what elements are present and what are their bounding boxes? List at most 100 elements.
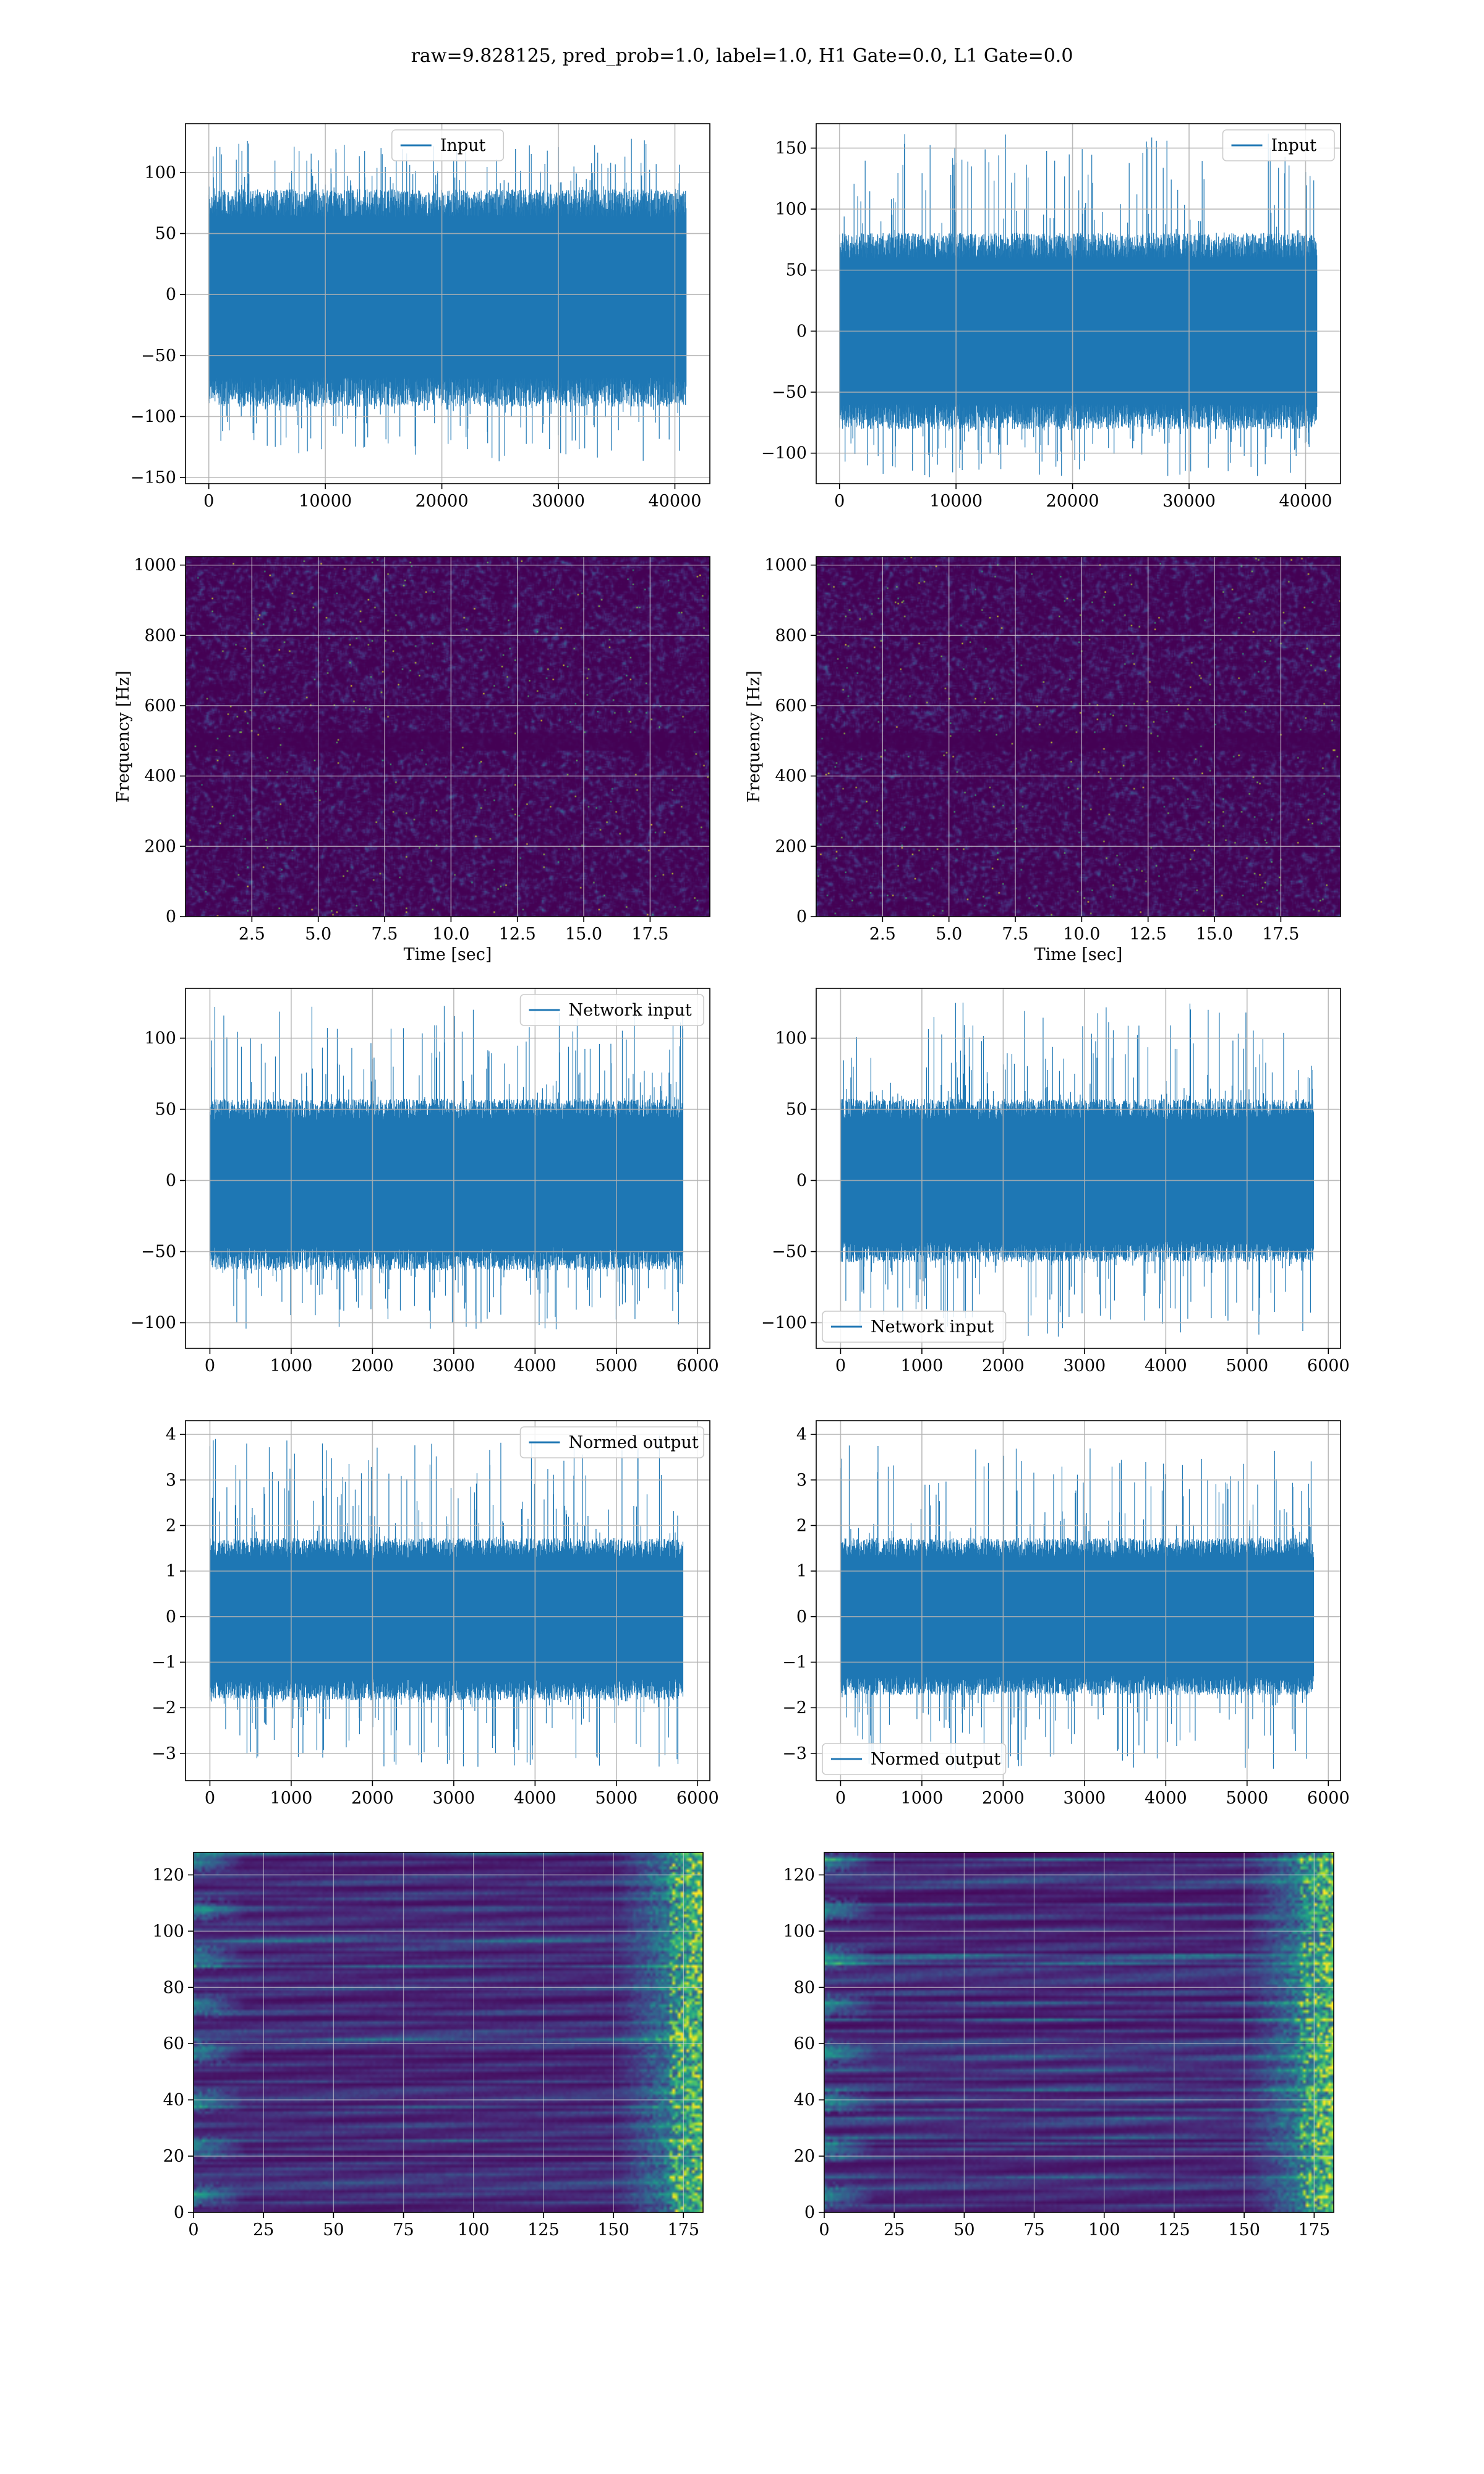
legend-label: Normed output <box>871 1750 1000 1769</box>
x-tick-label: 30000 <box>532 492 585 511</box>
y-tick-label: 50 <box>155 225 176 244</box>
x-tick-label: 1000 <box>901 1789 944 1808</box>
y-tick-label: 50 <box>155 1100 176 1119</box>
panel-row3-right: 0 1000 2000 3000 4000 5000 6000 −100 −50 0 50 100 Ne… <box>761 988 1350 1376</box>
x-tick-label: 50 <box>323 2220 344 2240</box>
legend: Normed output <box>822 1743 1007 1775</box>
axes-frame <box>185 123 710 484</box>
y-tick-label: 80 <box>794 1978 815 1997</box>
waveform-line <box>816 988 1341 1348</box>
legend-box <box>1222 129 1335 161</box>
y-tick-label: −50 <box>141 1243 176 1262</box>
x-tick-label: 2000 <box>982 1356 1025 1376</box>
y-tick-label: 0 <box>174 2203 184 2222</box>
panel-row4-left: 0 1000 2000 3000 4000 5000 6000 −3 −2 −1 0 1 2 3 4 Norm… <box>151 1420 719 1808</box>
panel-row5-right: 0 25 50 75 100 125 150 175 0 20 40 60 80 100 120 <box>783 1852 1334 2240</box>
x-tick-label: 6000 <box>1307 1789 1350 1808</box>
legend-label: Input <box>440 136 486 155</box>
y-tick-label: −100 <box>761 444 807 463</box>
y-tick-label: 100 <box>144 163 176 182</box>
y-tick-label: 800 <box>775 626 807 645</box>
axes-frame <box>816 1420 1341 1781</box>
plot-area <box>816 988 1341 1348</box>
plot-area <box>816 1421 1341 1781</box>
axes-frame <box>816 988 1341 1349</box>
x-tick-label: 2.5 <box>869 925 896 944</box>
x-tick-label: 5000 <box>595 1789 638 1808</box>
x-axis-label: Time [sec] <box>404 945 492 964</box>
spectrogram-image <box>816 557 1341 917</box>
y-tick-label: 4 <box>796 1425 807 1444</box>
plot-area <box>186 124 710 484</box>
y-tick-label: −50 <box>772 1243 807 1262</box>
legend: Input <box>391 129 505 161</box>
y-tick-label: 40 <box>794 2091 815 2110</box>
y-tick-label: 20 <box>163 2147 184 2166</box>
x-tick-label: 17.5 <box>631 925 668 944</box>
y-tick-label: 2 <box>166 1516 176 1535</box>
y-tick-label: −3 <box>782 1744 807 1763</box>
x-tick-label: 2000 <box>982 1789 1025 1808</box>
x-tick-label: 125 <box>1158 2220 1190 2240</box>
x-tick-label: 1000 <box>901 1356 944 1376</box>
x-tick-label: 6000 <box>676 1356 719 1376</box>
waveform-line <box>186 1421 710 1781</box>
y-tick-label: 80 <box>163 1978 184 1997</box>
y-tick-label: 200 <box>144 837 176 856</box>
x-tick-label: 25 <box>884 2220 905 2240</box>
y-tick-label: 2 <box>796 1516 807 1535</box>
y-tick-label: 3 <box>166 1471 176 1490</box>
x-tick-label: 0 <box>205 1789 215 1808</box>
legend-box <box>822 1311 1007 1343</box>
y-tick-label: −2 <box>782 1698 807 1718</box>
x-tick-label: 1000 <box>270 1789 313 1808</box>
x-tick-label: 5000 <box>1226 1789 1268 1808</box>
y-tick-label: 400 <box>775 767 807 786</box>
y-tick-label: 200 <box>775 837 807 856</box>
feature-map-image <box>194 1852 703 2212</box>
x-tick-label: 75 <box>1023 2220 1044 2240</box>
x-tick-label: 3000 <box>1064 1789 1106 1808</box>
x-tick-label: 0 <box>188 2220 198 2240</box>
y-tick-label: 800 <box>144 626 176 645</box>
x-tick-label: 5.0 <box>936 925 962 944</box>
axes-frame <box>824 1852 1334 2213</box>
x-tick-label: 4000 <box>514 1789 556 1808</box>
legend-box <box>391 129 505 161</box>
x-tick-label: 4000 <box>1145 1356 1187 1376</box>
y-tick-label: 0 <box>166 907 176 927</box>
y-tick-label: 100 <box>775 200 807 219</box>
x-tick-label: 75 <box>393 2220 414 2240</box>
y-tick-label: 0 <box>166 285 176 304</box>
y-tick-label: 400 <box>144 767 176 786</box>
y-axis-label: Frequency [Hz] <box>114 670 133 802</box>
y-tick-label: 50 <box>786 1100 807 1119</box>
y-tick-label: 3 <box>796 1471 807 1490</box>
waveform-line <box>186 988 710 1348</box>
y-tick-label: −100 <box>130 1314 176 1333</box>
x-tick-label: 100 <box>458 2220 490 2240</box>
axes-frame <box>185 1420 710 1781</box>
x-tick-label: 10.0 <box>432 925 469 944</box>
y-tick-label: −100 <box>130 407 176 426</box>
panel-row2-right: 2.5 5.0 7.5 10.0 12.5 15.0 17.5 0 200 400 600 800 10… <box>744 556 1341 964</box>
y-tick-label: 0 <box>796 1171 807 1191</box>
x-tick-label: 50 <box>953 2220 974 2240</box>
legend: Network input <box>822 1311 1007 1343</box>
x-tick-label: 3000 <box>433 1356 475 1376</box>
y-tick-label: 0 <box>166 1607 176 1627</box>
x-tick-label: 5.0 <box>305 925 331 944</box>
x-tick-label: 20000 <box>1046 492 1099 511</box>
y-tick-label: 40 <box>163 2091 184 2110</box>
y-tick-label: 100 <box>775 1029 807 1048</box>
x-tick-label: 25 <box>253 2220 274 2240</box>
panel-row3-left: 0 1000 2000 3000 4000 5000 6000 −100 −50 0 50 100 Ne… <box>130 988 719 1376</box>
x-tick-label: 4000 <box>1145 1789 1187 1808</box>
x-tick-label: 5000 <box>1226 1356 1268 1376</box>
y-tick-label: 1 <box>796 1562 807 1581</box>
legend-label: Normed output <box>569 1433 699 1452</box>
x-tick-label: 10.0 <box>1063 925 1100 944</box>
y-tick-label: 50 <box>786 261 807 280</box>
legend: Input <box>1222 129 1335 161</box>
